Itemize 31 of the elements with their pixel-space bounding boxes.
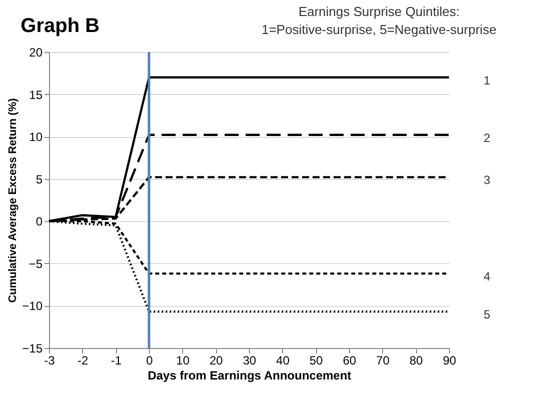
x-tick-label: -1 [110, 354, 122, 368]
text: 2 [484, 130, 491, 145]
x-tick-label: 20 [209, 354, 224, 368]
x-tick-label: 30 [242, 354, 256, 368]
x-tick-label: 40 [276, 354, 290, 368]
x-axis-title: Days from Earnings Announcement [148, 368, 352, 382]
x-tick-label: -2 [77, 354, 88, 368]
y-tick-label: 15 [29, 88, 43, 102]
y-tick-label: 5 [36, 172, 43, 186]
text: 1 [484, 73, 491, 88]
y-tick-label: 20 [29, 46, 43, 60]
x-tick-label: 70 [376, 354, 390, 368]
text: 1=Positive-surprise, 5=Negative-surprise [262, 22, 496, 37]
x-tick-label: -3 [44, 354, 56, 368]
text: 4 [484, 270, 491, 284]
text: 3 [484, 173, 491, 188]
y-axis-title: Cumulative Average Excess Return (%) [7, 98, 20, 303]
y-tick-label: −5 [28, 256, 43, 271]
y-tick-label: −15 [22, 342, 43, 356]
x-tick-label: 90 [442, 354, 456, 368]
x-tick-label: 50 [309, 354, 324, 368]
y-tick-label: −10 [22, 299, 43, 314]
chart-title: Graph B [20, 15, 100, 37]
text: Earnings Surprise Quintiles: [298, 4, 460, 19]
x-tick-label: 10 [176, 354, 190, 368]
y-tick-label: 0 [36, 214, 43, 229]
x-tick-label: 80 [409, 354, 424, 368]
y-tick-label: 10 [29, 130, 43, 144]
text: 5 [484, 308, 491, 322]
x-tick-label: 0 [146, 354, 154, 368]
x-tick-label: 60 [342, 354, 356, 368]
